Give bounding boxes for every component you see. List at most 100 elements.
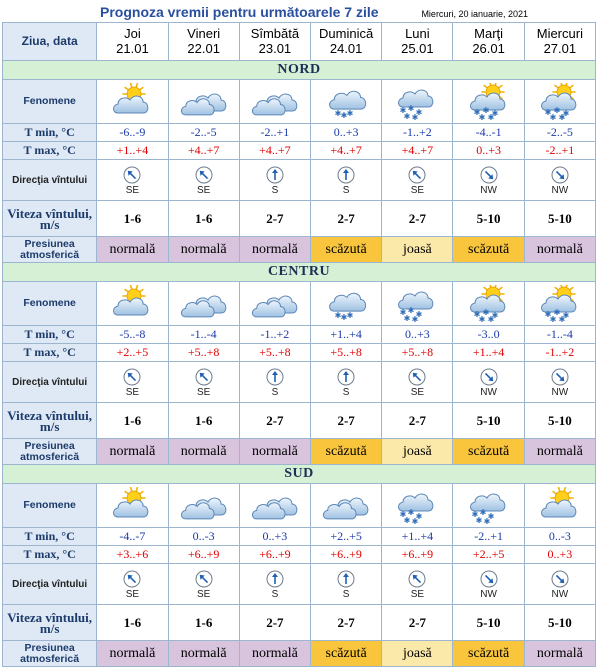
current-date: Miercuri, 20 ianuarie, 2021 xyxy=(421,9,528,19)
wind-direction: SE xyxy=(96,159,169,201)
tmin-value: -1..+2 xyxy=(238,325,312,344)
wind-arrow-icon xyxy=(480,166,498,184)
day-date: 24.01 xyxy=(329,41,363,56)
svg-text:✱: ✱ xyxy=(482,308,489,317)
svg-text:✱: ✱ xyxy=(559,315,566,323)
row-label-directia: Direcţia vîntului xyxy=(1,361,98,403)
svg-text:✱: ✱ xyxy=(400,510,407,519)
day-name: Sîmbătă xyxy=(250,26,300,41)
cloud-light-snow-icon: ✱ ✱ ✱ xyxy=(329,90,367,120)
svg-text:✱: ✱ xyxy=(487,113,494,121)
wind-arrow-icon xyxy=(551,166,569,184)
wind-direction-label: S xyxy=(342,387,350,398)
day-name: Joi xyxy=(124,26,141,41)
tmin-value: 0..-3 xyxy=(167,527,240,546)
wind-direction: NW xyxy=(523,159,597,201)
tmin-value: -2..-5 xyxy=(523,123,597,142)
weather-icon xyxy=(310,483,383,528)
pressure-value: scăzută xyxy=(310,438,383,465)
weather-icon: ✱ ✱ ✱ ✱ ✱ xyxy=(452,79,525,124)
cloud-icon xyxy=(323,497,369,519)
row-label-directia: Direcţia vîntului xyxy=(1,563,98,605)
tmax-value: +6..+9 xyxy=(167,545,240,564)
tmin-value: +1..+4 xyxy=(310,325,383,344)
wind-direction: SE xyxy=(96,361,169,403)
wind-direction: SE xyxy=(167,159,240,201)
weather-icon xyxy=(523,483,597,528)
weather-icon: ✱ ✱ ✱ ✱ ✱ xyxy=(523,281,597,326)
svg-text:✱: ✱ xyxy=(491,109,498,118)
wind-speed: 5-10 xyxy=(452,200,525,237)
tmax-value: +6..+9 xyxy=(310,545,383,564)
weather-icon xyxy=(167,281,240,326)
tmax-value: +4..+7 xyxy=(310,141,383,160)
tmax-value: +6..+9 xyxy=(381,545,454,564)
wind-direction-label: S xyxy=(342,589,350,600)
day-name: Luni xyxy=(405,26,430,41)
cloud-icon xyxy=(180,295,227,317)
sun-cloud-snow-icon: ✱ ✱ ✱✱ ✱ xyxy=(469,284,505,323)
tmin-value: -1..-4 xyxy=(523,325,597,344)
wind-speed: 2-7 xyxy=(238,604,312,641)
day-date: 21.01 xyxy=(116,41,149,56)
svg-text:✱: ✱ xyxy=(554,308,561,317)
svg-text:✱: ✱ xyxy=(347,311,354,320)
tmax-value: -1..+2 xyxy=(523,343,597,362)
svg-text:✱: ✱ xyxy=(479,508,486,517)
pressure-value: normală xyxy=(523,640,597,667)
tmin-value: -1..-4 xyxy=(167,325,240,344)
wind-speed: 2-7 xyxy=(238,200,312,237)
wind-arrow-icon xyxy=(551,368,569,386)
tmin-value: -1..+2 xyxy=(381,123,454,142)
cloud-snow-icon: ✱ ✱ ✱✱ ✱ xyxy=(398,291,434,323)
weather-icon xyxy=(238,281,312,326)
weather-icon: ✱ ✱ ✱ xyxy=(310,281,383,326)
region-header: NORD xyxy=(2,60,596,80)
wind-speed: 5-10 xyxy=(452,402,525,439)
pressure-value: normală xyxy=(96,640,169,667)
wind-speed: 5-10 xyxy=(523,604,597,641)
row-label-fenomene: Fenomene xyxy=(1,483,98,528)
wind-direction: SE xyxy=(167,361,240,403)
wind-direction-label: SE xyxy=(196,185,211,196)
svg-text:✱: ✱ xyxy=(478,113,485,121)
wind-arrow-icon xyxy=(551,570,569,588)
wind-direction: S xyxy=(310,159,383,201)
day-name: Miercuri xyxy=(536,26,583,41)
row-label-viteza: Viteza vîntului, m/s xyxy=(1,200,98,237)
sun-cloud-icon xyxy=(540,486,577,517)
sun-cloud-icon xyxy=(113,284,149,315)
header-label: Ziua, data xyxy=(1,22,98,61)
svg-text:✱: ✱ xyxy=(545,310,552,319)
wind-direction-label: NW xyxy=(551,387,569,398)
wind-direction: NW xyxy=(452,361,525,403)
weather-icon xyxy=(96,281,169,326)
wind-arrow-icon xyxy=(266,368,284,386)
cloud-icon xyxy=(251,295,298,317)
wind-direction-label: NW xyxy=(480,387,497,398)
weather-icon xyxy=(167,483,240,528)
wind-speed: 1-6 xyxy=(167,604,240,641)
tmin-value: -3..0 xyxy=(452,325,525,344)
wind-arrow-icon xyxy=(195,368,213,386)
weather-icon xyxy=(238,483,312,528)
svg-text:✱: ✱ xyxy=(554,106,561,115)
wind-speed: 1-6 xyxy=(96,402,169,439)
svg-text:✱: ✱ xyxy=(341,111,348,120)
pressure-value: joasă xyxy=(381,640,454,667)
wind-direction-label: SE xyxy=(410,185,425,196)
wind-direction: NW xyxy=(452,563,525,605)
pressure-value: scăzută xyxy=(452,236,525,263)
row-label-presiunea: Presiunea atmosferică xyxy=(1,640,98,667)
weather-icon: ✱ ✱ ✱ ✱ ✱ xyxy=(381,483,454,528)
weather-icon: ✱ ✱ ✱ ✱ ✱ xyxy=(381,79,454,124)
tmax-value: +2..+5 xyxy=(452,545,525,564)
svg-text:✱: ✱ xyxy=(487,512,494,521)
svg-text:✱: ✱ xyxy=(335,109,342,118)
wind-direction: SE xyxy=(381,563,454,605)
row-label-viteza: Viteza vîntului, m/s xyxy=(1,604,98,641)
svg-text:✱: ✱ xyxy=(416,108,423,117)
tmin-value: 0..+3 xyxy=(310,123,383,142)
svg-text:✱: ✱ xyxy=(335,311,342,320)
weather-icon: ✱ ✱ ✱ ✱ ✱ xyxy=(452,281,525,326)
